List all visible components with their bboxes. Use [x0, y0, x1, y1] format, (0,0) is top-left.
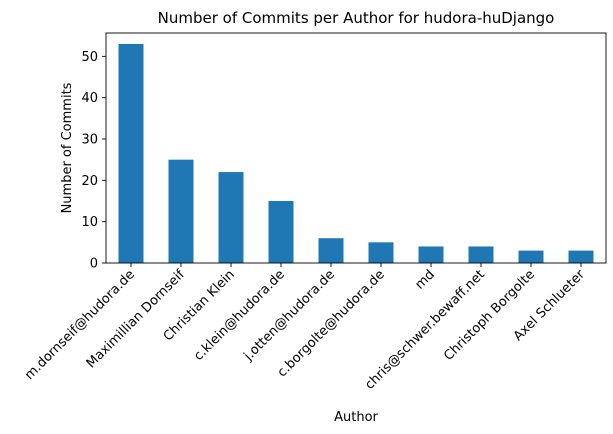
chart-title: Number of Commits per Author for hudora-… [158, 9, 555, 27]
y-tick-label: 40 [81, 91, 98, 106]
y-tick-label: 10 [81, 215, 98, 230]
x-axis-label: Author [334, 410, 378, 425]
y-tick-label: 0 [90, 257, 98, 272]
x-tick-label: Maximillian Dornseif [84, 267, 188, 371]
y-tick-label: 50 [81, 50, 98, 65]
y-axis: 0 10 20 30 40 50 [81, 50, 106, 272]
y-tick-label: 20 [81, 174, 98, 189]
x-tick-label: j.otten@hudora.de [241, 267, 338, 364]
bar-3 [268, 201, 294, 263]
x-tick-label: c.klein@hudora.de [191, 267, 288, 364]
bar-4 [318, 238, 344, 263]
x-tick-label: Christoph Borgolte [441, 267, 538, 364]
y-tick-label: 30 [81, 133, 98, 148]
bar-6 [418, 246, 444, 263]
bar-1 [168, 159, 194, 263]
y-axis-label: Number of Commits [60, 82, 75, 213]
bar-5 [368, 242, 394, 263]
x-tick-label: md [412, 267, 437, 292]
bar-7 [468, 246, 494, 263]
plot-frame [105, 32, 607, 264]
bar-9 [568, 250, 594, 263]
bar-8 [518, 250, 544, 263]
bar-0 [118, 43, 144, 264]
bar-2 [218, 172, 244, 263]
bars-group [118, 43, 594, 264]
